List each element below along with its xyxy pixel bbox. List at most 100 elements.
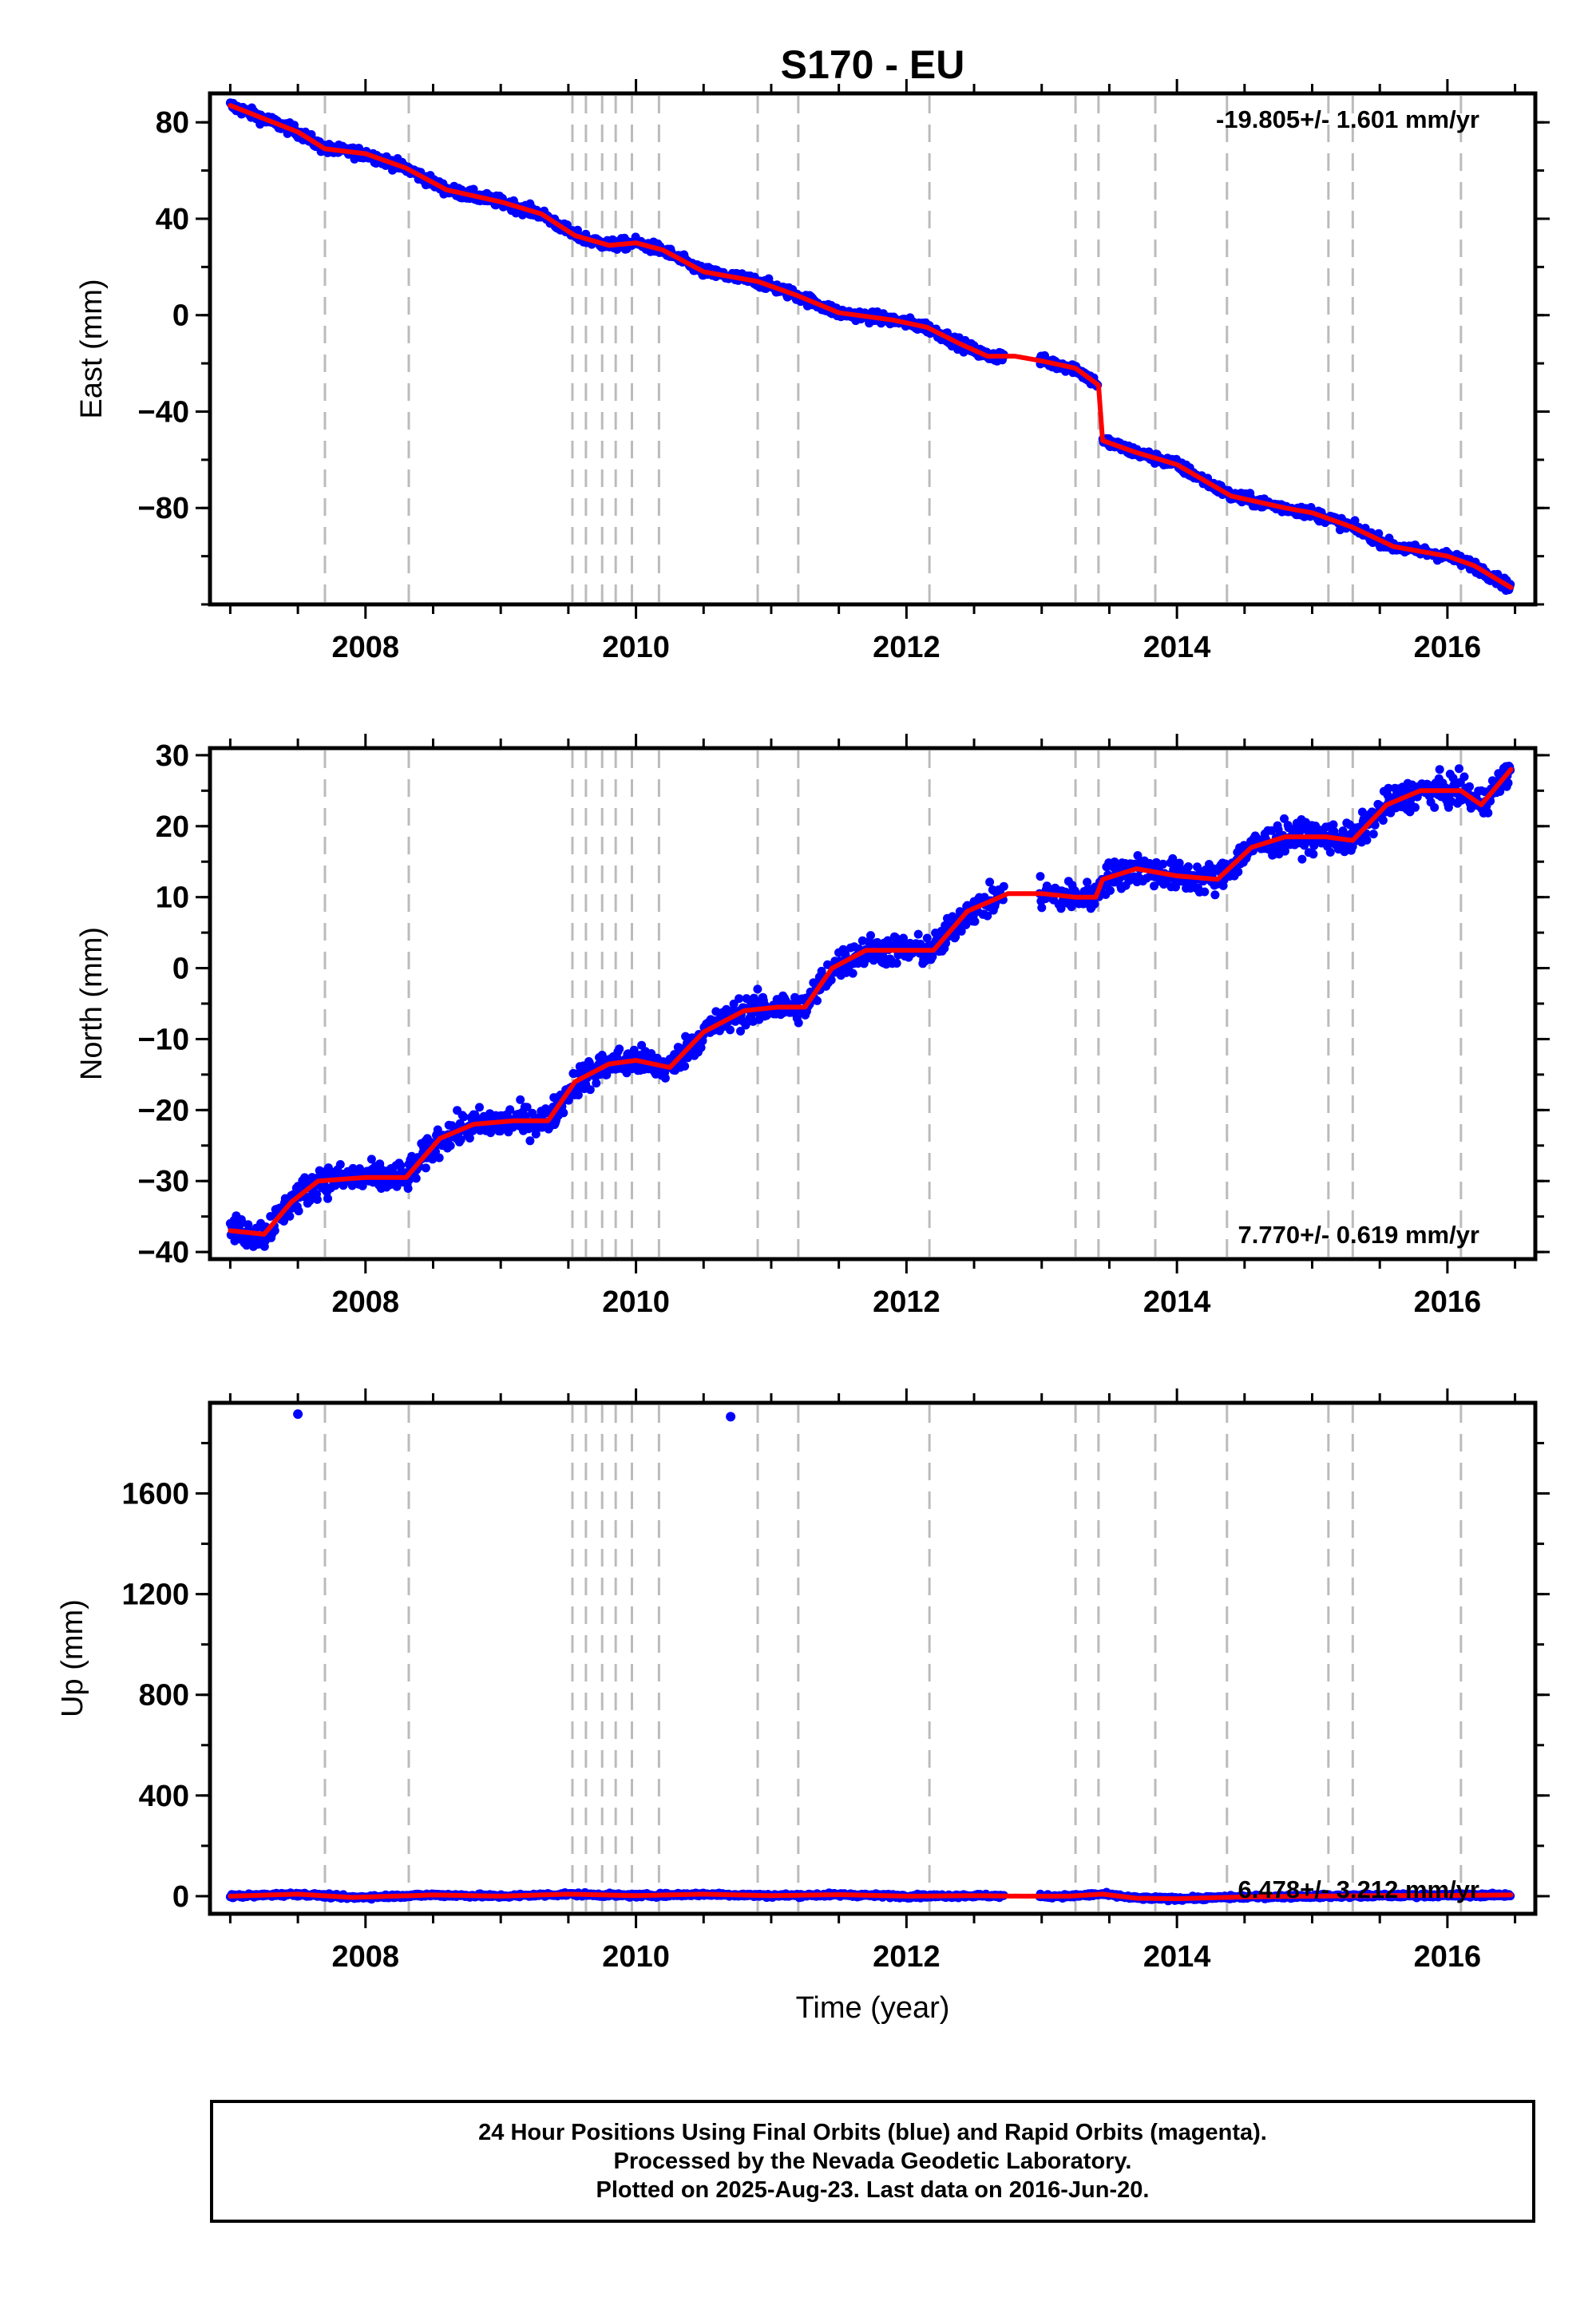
data-point <box>1267 826 1277 835</box>
x-tick-label: 2008 <box>332 631 400 664</box>
data-point <box>559 1108 568 1118</box>
data-point <box>1503 778 1513 788</box>
data-point <box>312 1194 322 1204</box>
x-tick-label: 2012 <box>873 631 941 664</box>
data-point <box>505 1105 515 1115</box>
data-point <box>1370 820 1380 830</box>
data-point <box>1083 877 1092 887</box>
data-point <box>270 1226 279 1235</box>
data-point <box>1374 529 1384 538</box>
data-point <box>985 877 995 887</box>
data-point <box>813 996 822 1005</box>
y-tick-label: −40 <box>138 395 189 429</box>
data-point <box>629 1045 639 1055</box>
data-point <box>1171 882 1180 892</box>
data-point <box>970 917 980 926</box>
x-tick-label: 2010 <box>602 631 670 664</box>
y-tick-label: 30 <box>156 739 189 773</box>
rate-annotation: -19.805+/- 1.601 mm/yr <box>1216 105 1479 133</box>
data-point <box>1435 765 1444 774</box>
data-point <box>434 1153 444 1162</box>
data-point <box>826 976 836 984</box>
data-point <box>294 1206 303 1216</box>
data-point <box>1368 830 1378 839</box>
x-tick-label: 2014 <box>1143 1285 1211 1319</box>
data-point <box>403 1184 413 1193</box>
x-tick-label: 2008 <box>332 1285 400 1319</box>
data-point <box>615 1044 624 1054</box>
data-point <box>794 1018 803 1028</box>
data-point <box>573 225 582 235</box>
data-point <box>428 1155 438 1164</box>
y-tick-label: −40 <box>138 1236 189 1269</box>
data-point <box>1384 783 1393 793</box>
data-point <box>841 950 850 959</box>
data-point <box>696 1043 706 1052</box>
data-point <box>459 1112 469 1122</box>
data-point <box>736 1027 745 1036</box>
data-point <box>1455 764 1463 774</box>
y-axis-label: East (mm) <box>75 279 109 418</box>
data-point <box>279 1217 288 1226</box>
data-point <box>1158 859 1168 869</box>
data-point <box>899 933 908 943</box>
data-point <box>1430 802 1440 812</box>
data-point <box>525 1136 535 1146</box>
gps-timeseries-plot: S170 - EU 2008 2010 2012 2014 201680400−40−8… <box>56 42 1550 2025</box>
model-line <box>228 766 1514 1237</box>
y-tick-label: −80 <box>138 492 189 525</box>
data-point <box>956 926 966 936</box>
data-point <box>1459 772 1469 782</box>
data-point <box>999 881 1008 891</box>
x-tick-label: 2016 <box>1414 1285 1482 1319</box>
data-point <box>522 1103 532 1112</box>
x-tick-label: 2014 <box>1143 631 1211 664</box>
data-point <box>396 1161 406 1170</box>
data-point <box>1056 904 1066 913</box>
plot-frame <box>208 746 1538 1261</box>
data-point <box>726 1025 735 1035</box>
scatter-points-up <box>225 1409 1515 1906</box>
data-point <box>1465 782 1474 791</box>
y-tick-label: 40 <box>156 203 189 236</box>
data-point <box>866 931 875 941</box>
data-point <box>1210 890 1220 900</box>
data-point <box>922 933 932 943</box>
data-point <box>1036 872 1045 881</box>
data-point <box>983 911 992 921</box>
data-point <box>456 1135 465 1144</box>
panel-north: 2008 2010 2012 2014 20163020100−10−20−30−40N… <box>75 734 1550 1319</box>
data-point <box>1234 867 1243 877</box>
data-point <box>913 929 923 939</box>
y-tick-label: 0 <box>172 953 189 986</box>
data-point <box>1200 887 1210 897</box>
data-point <box>592 1079 601 1088</box>
data-point <box>1309 850 1318 859</box>
data-point <box>475 1103 484 1112</box>
data-point <box>496 1127 505 1136</box>
plot-frame <box>208 91 1538 607</box>
y-tick-label: 20 <box>156 810 189 844</box>
data-point <box>660 1073 670 1083</box>
data-point <box>366 1155 376 1164</box>
y-tick-label: −10 <box>138 1023 189 1056</box>
data-point <box>1357 807 1367 817</box>
model-line <box>228 103 1514 590</box>
data-point <box>1411 802 1420 812</box>
data-point <box>1483 808 1493 818</box>
x-tick-label: 2010 <box>602 1285 670 1319</box>
data-point <box>735 994 744 1004</box>
y-tick-label: 80 <box>156 106 189 140</box>
data-point <box>516 1095 525 1104</box>
data-point <box>680 1061 690 1071</box>
data-point <box>285 1211 295 1221</box>
data-point <box>1378 816 1388 825</box>
y-tick-label: −30 <box>138 1165 189 1198</box>
data-point <box>1037 903 1047 913</box>
data-point <box>335 1160 345 1169</box>
y-tick-label: −20 <box>138 1094 189 1127</box>
data-point <box>848 968 857 978</box>
y-tick-label: 0 <box>172 299 189 333</box>
